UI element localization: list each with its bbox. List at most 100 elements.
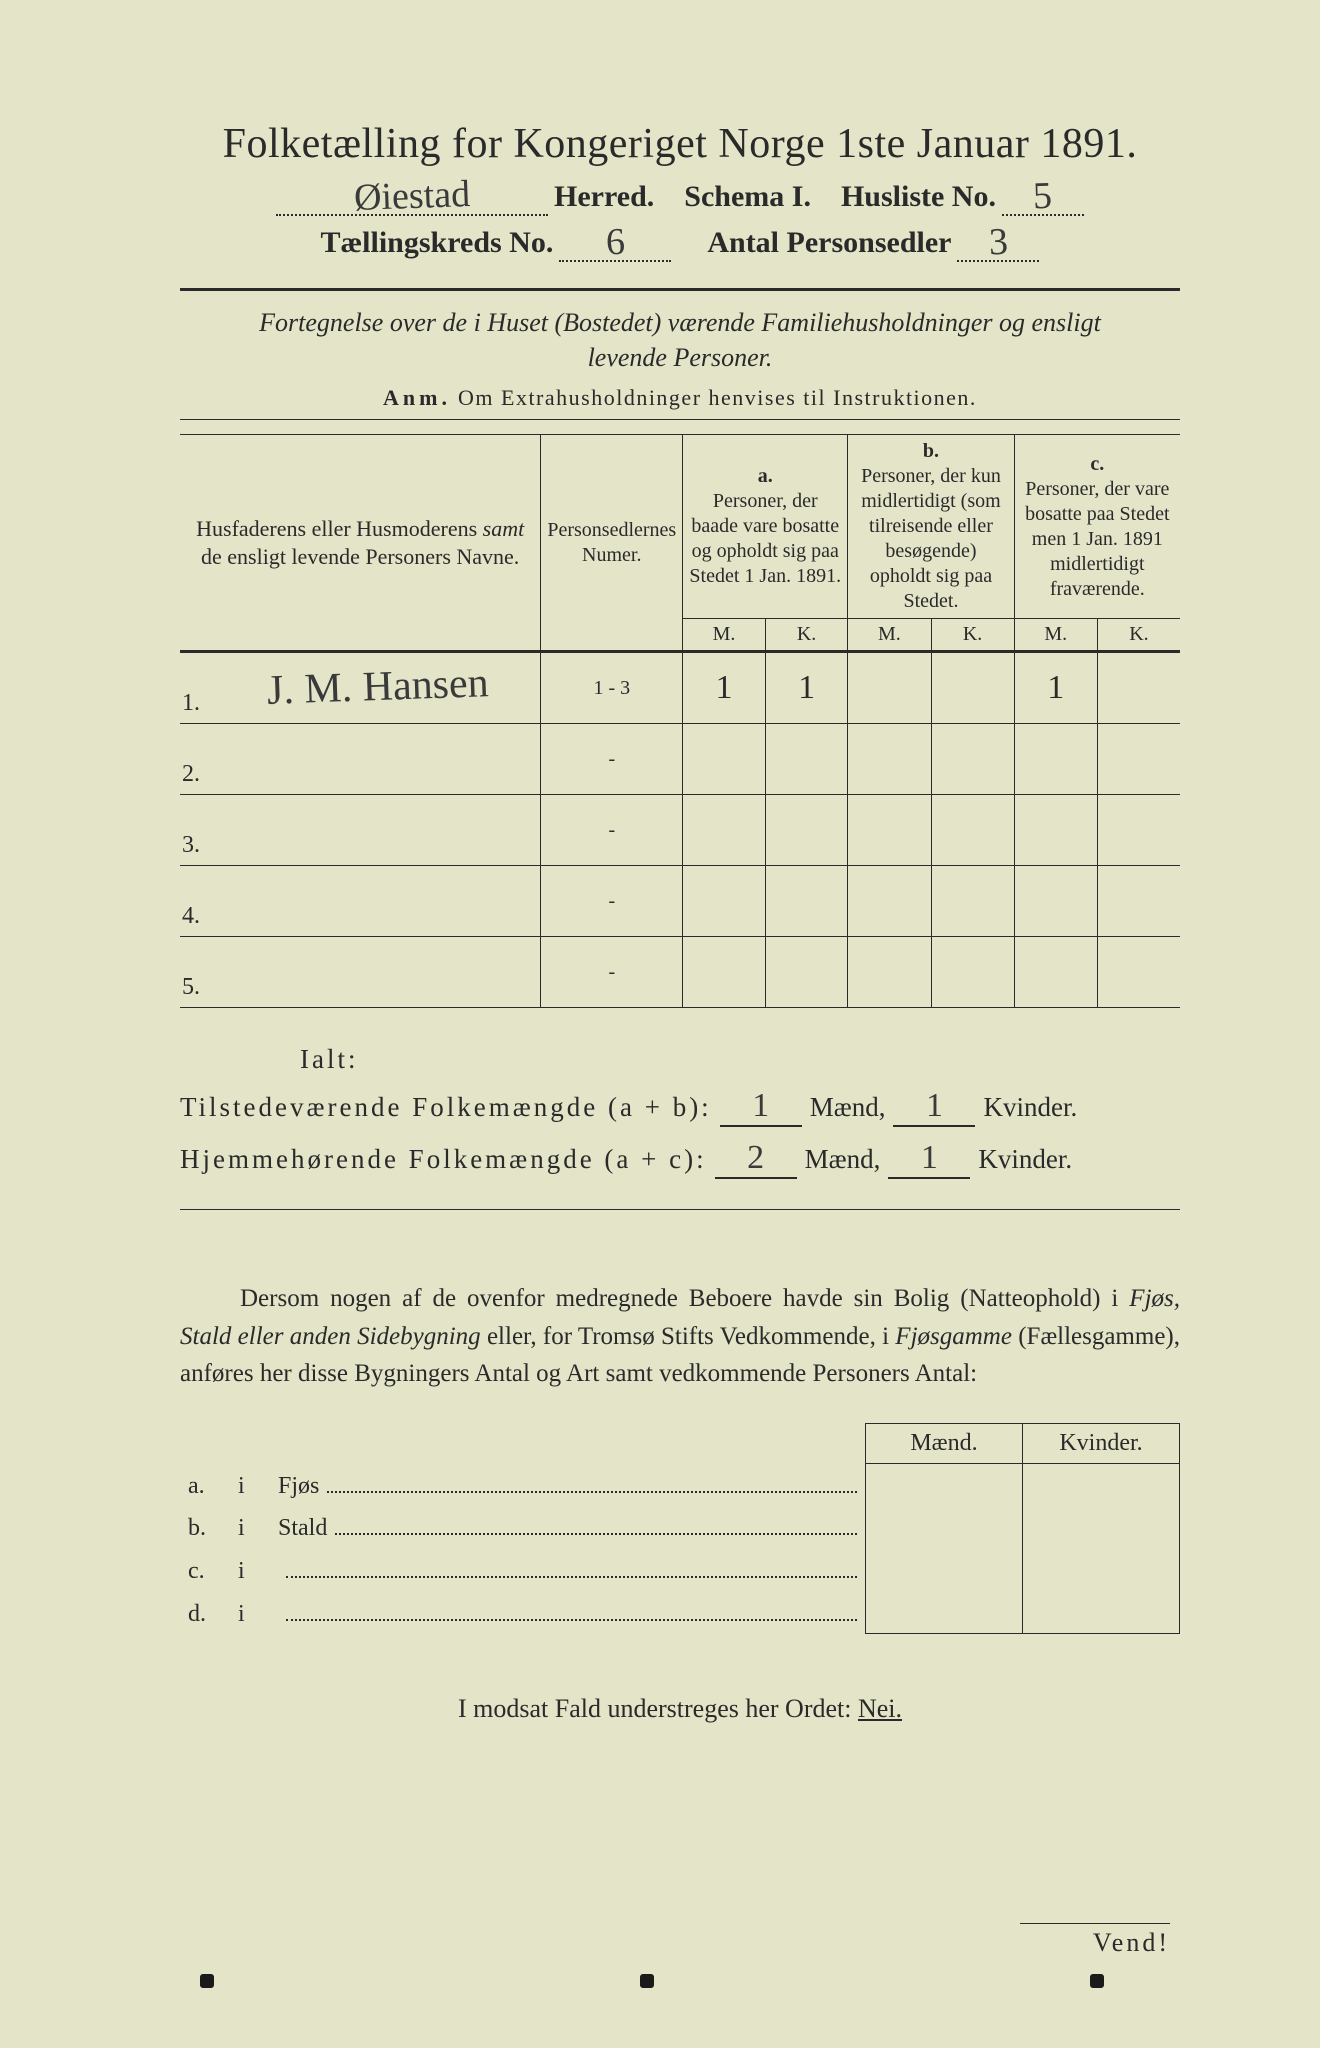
bld-cell-m [866, 1548, 1023, 1591]
husliste-field: 5 [1002, 180, 1084, 216]
cell-b-m [848, 724, 931, 795]
bld-cell-k [1023, 1548, 1180, 1591]
th-b: b. Personer, der kun midlertidigt (som t… [848, 435, 1014, 619]
bld-tag: b. [188, 1515, 238, 1542]
header-line-2: Øiestad Herred. Schema I. Husliste No. 5 [180, 180, 1180, 216]
totals-row2-m-field: 2 [715, 1139, 797, 1179]
cell-b-k [931, 937, 1014, 1008]
bld-cell-m [866, 1506, 1023, 1549]
totals-row2-k: 1 [921, 1139, 938, 1176]
cell-name: 3. [180, 795, 541, 866]
cell-b-m [848, 866, 931, 937]
herred-value: Øiestad [354, 183, 471, 210]
th-c-tag: c. [1021, 452, 1174, 477]
th-c: c. Personer, der vare bosatte paa Stedet… [1014, 435, 1180, 619]
cell-b-m [848, 937, 931, 1008]
census-form-page: Folketælling for Kongeriget Norge 1ste J… [0, 0, 1320, 2048]
totals-row-resident: Hjemmehørende Folkemængde (a + c): 2 Mæn… [180, 1139, 1180, 1179]
dots-fill [327, 1469, 857, 1493]
dots-fill [335, 1512, 857, 1536]
table-row: 3. - [180, 795, 1180, 866]
th-a-text: Personer, der baade vare bosatte og opho… [689, 489, 841, 589]
cell-c-m [1014, 866, 1097, 937]
tick: 1 [1047, 669, 1064, 706]
cell-num: 1 - 3 [541, 652, 683, 724]
footer-line: I modsat Fald understreges her Ordet: Ne… [180, 1694, 1180, 1724]
cell-c-k [1097, 866, 1180, 937]
th-b-k: K. [931, 619, 1014, 652]
bld-i: i [238, 1515, 278, 1542]
punch-hole-icon [1090, 1974, 1104, 1988]
row-num: 3. [182, 832, 200, 859]
totals-block: Ialt: Tilstedeværende Folkemængde (a + b… [180, 1044, 1180, 1179]
dots-fill [286, 1597, 857, 1621]
divider-2 [180, 419, 1180, 420]
page-title: Folketælling for Kongeriget Norge 1ste J… [180, 120, 1180, 168]
cell-a-k [765, 724, 847, 795]
outbuilding-paragraph: Dersom nogen af de ovenfor medregnede Be… [180, 1280, 1180, 1393]
th-c-m: M. [1014, 619, 1097, 652]
totals-row2-label: Hjemmehørende Folkemængde (a + c): [180, 1144, 707, 1175]
cell-c-k [1097, 937, 1180, 1008]
table-row: 1. J. M. Hansen 1 - 3 1 1 1 [180, 652, 1180, 724]
th-a-m: M. [683, 619, 766, 652]
cell-c-m [1014, 724, 1097, 795]
cell-a-m [683, 795, 766, 866]
cell-b-k [931, 652, 1014, 724]
antal-field: 3 [957, 226, 1039, 262]
cell-c-k [1097, 724, 1180, 795]
bld-cell-k [1023, 1463, 1180, 1506]
divider-3 [180, 1007, 1180, 1008]
anm-line: Anm. Om Extrahusholdninger henvises til … [180, 385, 1180, 411]
bld-i: i [238, 1558, 278, 1585]
building-row: d. i [180, 1591, 1180, 1634]
bld-tag: d. [188, 1601, 238, 1628]
cell-num: - [541, 724, 683, 795]
punch-hole-icon [640, 1974, 654, 1988]
cell-num: - [541, 795, 683, 866]
building-row: c. i [180, 1548, 1180, 1591]
cell-c-k [1097, 652, 1180, 724]
totals-row2-k-field: 1 [888, 1139, 970, 1179]
kvinder-label: Kvinder. [978, 1144, 1072, 1175]
census-table: Husfaderens eller Husmode­rens samt de e… [180, 434, 1180, 1007]
building-row: b. i Stald [180, 1506, 1180, 1549]
bld-cell-k [1023, 1591, 1180, 1634]
intro-line-2: levende Personer. [588, 343, 773, 372]
th-a-tag: a. [689, 464, 841, 489]
bld-label-text: Stald [278, 1515, 327, 1542]
kvinder-label: Kvinder. [983, 1092, 1077, 1123]
table-row: 4. - [180, 866, 1180, 937]
cell-b-m [848, 795, 931, 866]
th-name: Husfaderens eller Husmode­rens samt de e… [180, 435, 541, 652]
building-table: Mænd. Kvinder. a. i Fjøs b. i Stald [180, 1423, 1180, 1634]
kreds-value: 6 [605, 231, 625, 254]
th-a: a. Personer, der baade vare bosatte og o… [683, 435, 848, 619]
bld-cell-k [1023, 1506, 1180, 1549]
bld-head-m: Mænd. [866, 1423, 1023, 1463]
cell-c-m [1014, 795, 1097, 866]
anm-label: Anm. [383, 385, 451, 410]
totals-row2-m: 2 [747, 1139, 764, 1176]
bld-label-text: Fjøs [278, 1473, 319, 1500]
bld-head-k: Kvinder. [1023, 1423, 1180, 1463]
divider-1 [180, 288, 1180, 291]
cell-a-m [683, 866, 766, 937]
schema-label: Schema I. [684, 180, 811, 214]
maend-label: Mænd, [810, 1092, 886, 1123]
row-num: 4. [182, 903, 200, 930]
cell-num: - [541, 937, 683, 1008]
row-num: 2. [182, 761, 200, 788]
totals-row1-label: Tilstedeværende Folkemængde (a + b): [180, 1092, 712, 1123]
table-row: 2. - [180, 724, 1180, 795]
ialt-label: Ialt: [300, 1044, 1180, 1075]
husliste-label: Husliste No. [841, 180, 996, 214]
tick: 1 [798, 669, 815, 706]
cell-name: 4. [180, 866, 541, 937]
cell-a-m: 1 [683, 652, 766, 724]
th-num: Personsedlernes Numer. [541, 435, 683, 652]
intro-line-1: Fortegnelse over de i Huset (Bostedet) v… [259, 308, 1101, 337]
vend-label: Vend! [1020, 1923, 1170, 1958]
th-b-tag: b. [854, 439, 1007, 464]
th-a-k: K. [765, 619, 847, 652]
